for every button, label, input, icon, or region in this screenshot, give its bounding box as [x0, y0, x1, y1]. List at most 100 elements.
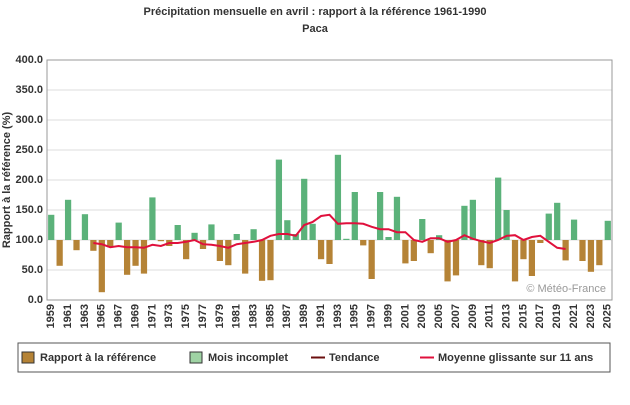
- bar: [343, 238, 350, 240]
- bar: [528, 240, 536, 276]
- legend-label: Mois incomplet: [208, 352, 288, 364]
- x-tick-label: 2011: [484, 304, 496, 328]
- bar: [183, 240, 190, 260]
- bar: [81, 214, 89, 240]
- x-tick-label: 1971: [146, 304, 158, 328]
- x-tick-label: 2003: [416, 304, 428, 328]
- bar: [444, 240, 451, 282]
- bar: [402, 240, 409, 264]
- x-tick-label: 2007: [450, 304, 462, 328]
- y-axis-label: Rapport à la référence (%): [1, 112, 13, 249]
- y-tick-label: 150.0: [15, 204, 43, 216]
- bar: [191, 232, 198, 240]
- x-tick-label: 1983: [248, 304, 260, 328]
- y-tick-label: 0.0: [28, 294, 43, 306]
- bar: [309, 223, 316, 240]
- bar: [301, 178, 308, 240]
- bar: [596, 240, 603, 266]
- legend-label: Moyenne glissante sur 11 ans: [438, 352, 593, 364]
- bar: [351, 192, 358, 240]
- x-tick-label: 1987: [281, 304, 293, 328]
- bar: [427, 240, 434, 254]
- x-tick-label: 1999: [382, 304, 394, 328]
- x-tick-label: 2023: [585, 304, 597, 328]
- bar: [157, 240, 164, 242]
- bar: [579, 240, 586, 261]
- x-tick-label: 1977: [197, 304, 209, 328]
- bar: [258, 240, 266, 281]
- legend-label: Rapport à la référence: [40, 352, 156, 364]
- bar: [132, 240, 139, 266]
- bar: [385, 237, 392, 240]
- bar: [554, 202, 561, 240]
- bar: [140, 240, 148, 274]
- x-tick-label: 2021: [568, 304, 580, 328]
- x-tick-label: 1959: [45, 304, 57, 328]
- bar: [317, 240, 325, 260]
- bar: [56, 240, 63, 266]
- x-tick-label: 1975: [180, 304, 192, 328]
- bar: [486, 240, 493, 269]
- bar: [570, 219, 578, 240]
- x-tick-label: 1997: [366, 304, 378, 328]
- x-tick-label: 1967: [113, 304, 125, 328]
- bar: [545, 213, 552, 240]
- bar: [452, 240, 460, 276]
- bar: [587, 240, 595, 272]
- bar: [250, 229, 257, 240]
- bar: [73, 240, 80, 251]
- legend-label: Tendance: [329, 352, 380, 364]
- bar: [326, 240, 333, 264]
- bar: [107, 240, 114, 248]
- legend-box: [17, 342, 611, 373]
- bar: [461, 205, 468, 240]
- y-tick-label: 100.0: [15, 234, 43, 246]
- x-tick-label: 2005: [433, 304, 445, 328]
- chart-title: Précipitation mensuelle en avril : rappo…: [144, 6, 487, 18]
- bar: [410, 240, 417, 261]
- bar: [419, 219, 426, 240]
- x-tick-label: 1993: [332, 304, 344, 328]
- x-tick-label: 1963: [79, 304, 91, 328]
- x-tick-label: 2019: [551, 304, 563, 328]
- bar: [511, 240, 519, 282]
- x-tick-label: 1981: [231, 304, 243, 328]
- x-tick-label: 1979: [214, 304, 226, 328]
- bar: [174, 225, 181, 240]
- bar: [275, 159, 283, 240]
- y-tick-label: 250.0: [15, 144, 43, 156]
- x-tick-label: 2025: [602, 304, 614, 328]
- x-tick-label: 1965: [96, 304, 108, 328]
- legend-swatch: [189, 351, 203, 364]
- bar: [48, 214, 55, 240]
- x-tick-label: 1961: [62, 304, 74, 328]
- bar: [503, 210, 510, 240]
- bar: [98, 240, 105, 293]
- x-tick-label: 1969: [129, 304, 141, 328]
- bar: [284, 220, 291, 240]
- x-tick-label: 1973: [163, 304, 175, 328]
- y-tick-label: 50.0: [22, 264, 43, 276]
- y-tick-label: 400.0: [15, 54, 43, 66]
- bar: [368, 240, 375, 279]
- bar: [334, 154, 342, 240]
- bar: [208, 224, 215, 240]
- x-tick-label: 1989: [298, 304, 310, 328]
- legend-swatch: [21, 351, 35, 364]
- bar: [225, 240, 232, 266]
- watermark: © Météo-France: [526, 283, 606, 295]
- x-tick-label: 2009: [467, 304, 479, 328]
- bar: [469, 199, 476, 240]
- x-tick-label: 2017: [534, 304, 546, 328]
- x-tick-label: 2001: [399, 304, 411, 328]
- bar: [267, 240, 274, 281]
- x-tick-label: 1995: [349, 304, 361, 328]
- bar: [233, 234, 240, 240]
- y-tick-label: 200.0: [15, 174, 43, 186]
- bar: [393, 196, 401, 240]
- bar: [604, 220, 611, 240]
- bar: [64, 199, 72, 240]
- bar: [292, 234, 299, 240]
- x-tick-label: 2013: [500, 304, 512, 328]
